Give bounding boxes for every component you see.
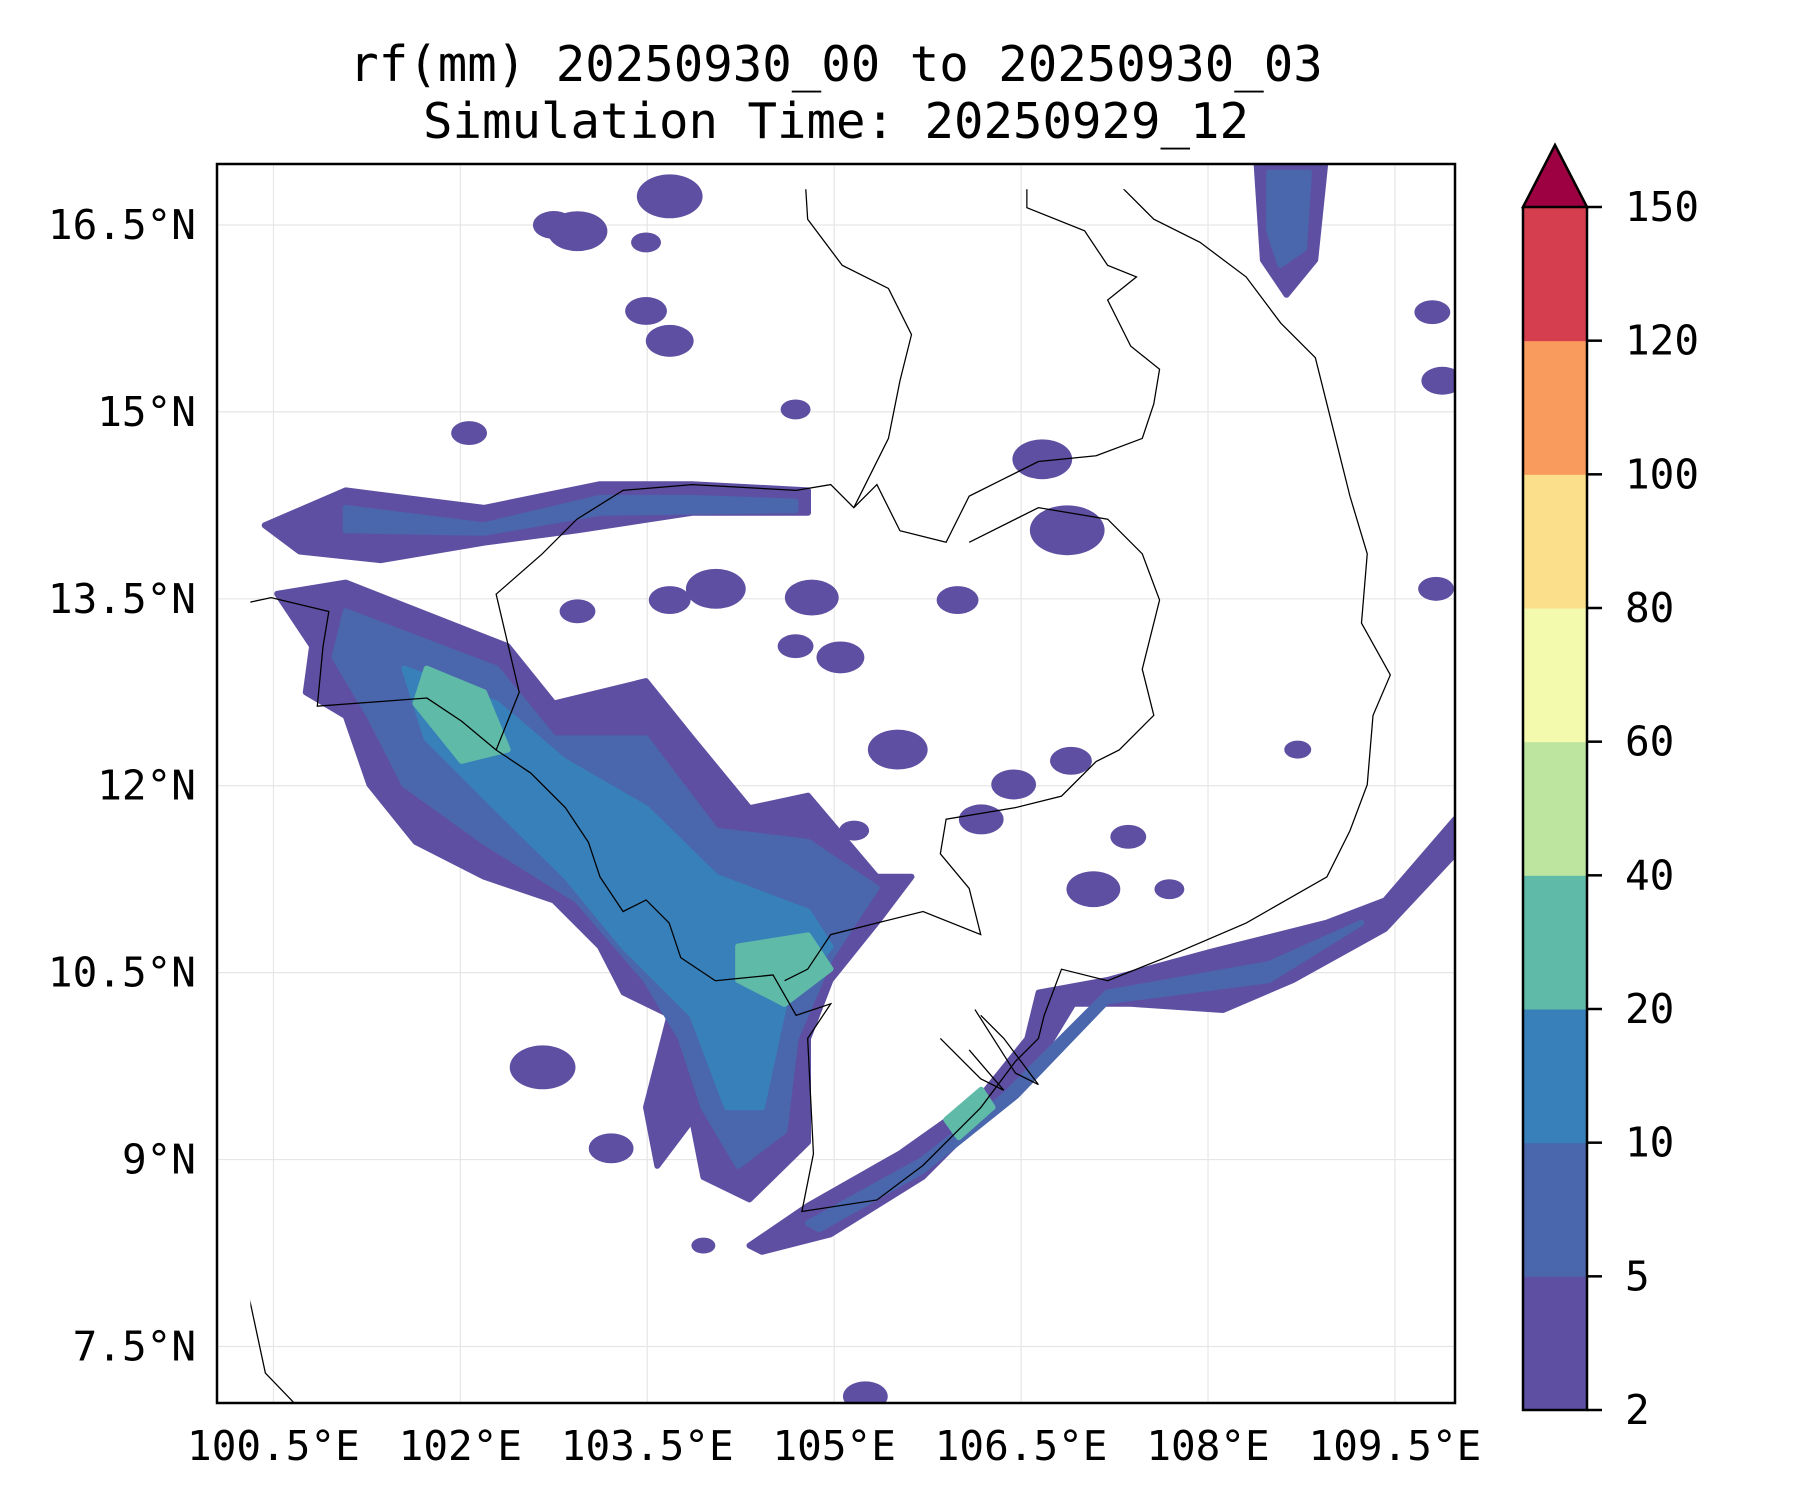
y-tick-label: 12°N xyxy=(97,762,196,810)
y-tick-label: 10.5°N xyxy=(48,949,196,997)
colorbar-segment xyxy=(1523,1009,1587,1144)
colorbar-segment xyxy=(1523,1276,1587,1411)
colorbar-segment xyxy=(1523,608,1587,743)
colorbar-tick-label: 60 xyxy=(1625,718,1674,766)
colorbar-tick-label: 2 xyxy=(1625,1386,1650,1434)
rain-cell xyxy=(1421,366,1455,395)
rain-cell xyxy=(685,568,746,609)
rain-cell xyxy=(509,1045,576,1090)
y-tick-label: 15°N xyxy=(97,388,196,436)
colorbar-tick-label: 5 xyxy=(1625,1252,1650,1300)
x-tick-label: 105°E xyxy=(772,1422,895,1470)
colorbar-segment xyxy=(1523,875,1587,1010)
rain-cell xyxy=(451,421,488,446)
coastline xyxy=(495,189,1161,751)
rain-cell xyxy=(588,1133,634,1164)
colorbar-outline xyxy=(1521,207,1589,1412)
x-tick-label: 109.5°E xyxy=(1309,1422,1482,1470)
y-tick-label: 13.5°N xyxy=(48,575,196,623)
x-axis-ticks: 100.5°E 102°E 103.5°E 105°E 106.5°E 108°E 109.… xyxy=(187,1422,1481,1470)
rain-cell xyxy=(784,579,839,616)
rain-cell xyxy=(645,324,694,357)
x-tick-label: 106.5°E xyxy=(935,1422,1108,1470)
x-tick-label: 103.5°E xyxy=(561,1422,734,1470)
colorbar-extend-arrow xyxy=(1520,142,1590,209)
y-axis-ticks: 16.5°N 15°N 13.5°N 12°N 10.5°N 9°N 7.5°N xyxy=(48,201,196,1370)
chart-title-line-2: Simulation Time: 20250929_12 xyxy=(423,93,1249,150)
colorbar-tick-label: 10 xyxy=(1625,1119,1674,1167)
colorbar-tick-label: 120 xyxy=(1625,317,1699,365)
rainfall-contours xyxy=(261,164,1455,1403)
colorbar-segment xyxy=(1523,207,1587,342)
rain-contour-southeast-coast-core xyxy=(943,1086,996,1141)
rain-cell xyxy=(1414,300,1451,325)
colorbar-segment xyxy=(1523,340,1587,475)
colorbar-tick-label: 150 xyxy=(1625,183,1699,231)
colorbar-segment xyxy=(1523,741,1587,876)
rain-cell xyxy=(958,804,1004,835)
rain-contour-central-core-north xyxy=(412,665,511,764)
coastline xyxy=(250,1299,295,1404)
colorbar-tick-label: 40 xyxy=(1625,851,1674,899)
rain-cell xyxy=(631,232,661,253)
colorbar: 2 5 10 20 40 60 80 100 120 150 xyxy=(1520,142,1699,1434)
y-tick-label: 9°N xyxy=(122,1136,196,1184)
coastline xyxy=(784,507,1161,982)
rain-cell xyxy=(867,729,928,770)
coastline xyxy=(805,189,913,508)
rain-cell xyxy=(1284,740,1312,759)
rain-cell xyxy=(532,211,575,239)
colorbar-tick-label: 80 xyxy=(1625,584,1674,632)
rain-cell xyxy=(780,399,811,420)
coastlines-borders xyxy=(250,189,1392,1404)
rain-cell xyxy=(625,297,667,325)
rain-cell xyxy=(1066,871,1121,908)
rain-cell xyxy=(777,634,814,659)
rain-contour-northeast-blob xyxy=(1266,169,1312,268)
rain-contour-southeast-coast-band xyxy=(805,919,1365,1233)
chart-title-line-1: rf(mm) 20250930_00 to 20250930_03 xyxy=(349,36,1323,93)
colorbar-tick-label: 100 xyxy=(1625,450,1699,498)
x-tick-label: 108°E xyxy=(1146,1422,1269,1470)
x-tick-label: 100.5°E xyxy=(187,1422,360,1470)
rain-cell xyxy=(1154,879,1185,900)
rain-cell xyxy=(636,174,703,219)
colorbar-segment xyxy=(1523,1142,1587,1277)
x-tick-label: 102°E xyxy=(399,1422,522,1470)
rain-cell xyxy=(936,586,979,615)
rain-cell xyxy=(1110,824,1147,849)
rain-cell xyxy=(842,1381,888,1403)
rain-cell xyxy=(839,820,870,841)
coastline xyxy=(974,1009,1039,1086)
colorbar-segment xyxy=(1523,474,1587,609)
rain-cell xyxy=(1050,746,1092,775)
rain-cell xyxy=(816,641,865,674)
rain-contour-central-core-south xyxy=(735,932,834,1007)
plot-frame xyxy=(215,162,1457,1405)
rain-cell xyxy=(559,599,596,624)
y-tick-label: 16.5°N xyxy=(48,201,196,249)
rain-cell xyxy=(991,769,1037,800)
y-tick-label: 7.5°N xyxy=(73,1322,196,1370)
rain-cell xyxy=(691,1237,716,1254)
coastline xyxy=(939,1037,1005,1091)
rain-contour-central-band xyxy=(401,665,834,1111)
rain-contour-north-band xyxy=(342,494,799,536)
rain-cell xyxy=(648,586,691,615)
rain-cell xyxy=(1029,505,1105,556)
rain-cell xyxy=(1418,576,1455,601)
colorbar-tick-label: 20 xyxy=(1625,985,1674,1033)
rain-cell xyxy=(1012,439,1073,480)
